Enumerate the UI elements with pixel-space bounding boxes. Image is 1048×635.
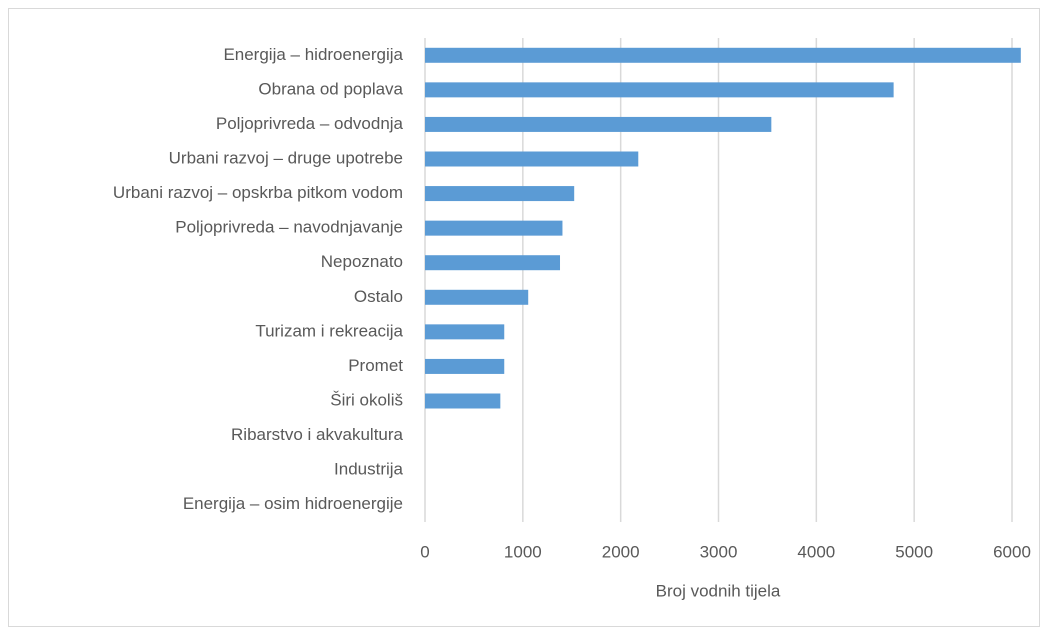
bar [425, 47, 1021, 63]
y-tick-label: Širi okoliš [330, 390, 403, 409]
bar [425, 186, 575, 202]
x-tick-label: 5000 [895, 542, 933, 561]
y-tick-label: Energija – osim hidroenergije [183, 494, 403, 513]
bar [425, 220, 563, 236]
bar [425, 82, 894, 98]
bar [425, 324, 505, 340]
y-tick-label: Energija – hidroenergija [223, 45, 403, 64]
y-tick-label: Ribarstvo i akvakultura [231, 425, 404, 444]
x-tick-label: 2000 [602, 542, 640, 561]
x-tick-label: 3000 [700, 542, 738, 561]
y-tick-label: Poljoprivreda – navodnjavanje [175, 218, 403, 237]
chart-frame [8, 8, 1040, 627]
y-tick-label: Urbani razvoj – opskrba pitkom vodom [113, 183, 403, 202]
x-tick-label: 4000 [797, 542, 835, 561]
bar [425, 289, 529, 305]
bar [425, 255, 561, 271]
y-tick-label: Industrija [334, 460, 404, 479]
x-tick-label: 6000 [993, 542, 1031, 561]
y-tick-label: Poljoprivreda – odvodnja [216, 114, 404, 133]
bar [425, 151, 639, 167]
bar [425, 393, 501, 409]
bar [425, 358, 505, 374]
y-tick-label: Nepoznato [321, 252, 403, 271]
x-tick-label: 0 [420, 542, 429, 561]
y-tick-label: Urbani razvoj – druge upotrebe [169, 148, 403, 167]
y-tick-label: Promet [348, 356, 403, 375]
y-tick-label: Ostalo [354, 287, 403, 306]
y-tick-label: Obrana od poplava [258, 79, 403, 98]
y-tick-label: Turizam i rekreacija [255, 321, 403, 340]
bar [425, 116, 772, 132]
x-axis-title: Broj vodnih tijela [656, 581, 781, 600]
x-tick-label: 1000 [504, 542, 542, 561]
